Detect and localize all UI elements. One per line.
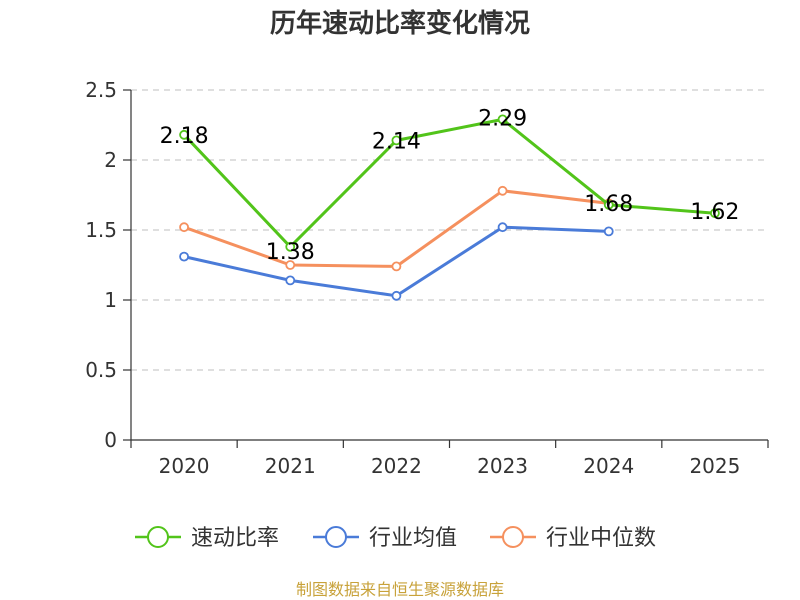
data-point <box>391 261 402 272</box>
data-labels: 2.18 1.38 2.14 2.29 1.68 1.62 <box>160 106 740 264</box>
data-point <box>391 290 402 301</box>
y-tick-label: 1 <box>104 288 117 312</box>
x-tick-label: 2025 <box>689 454 740 478</box>
chart-title: 历年速动比率变化情况 <box>270 8 530 39</box>
data-point <box>179 222 189 233</box>
series <box>179 114 720 301</box>
legend-label[interactable]: 速动比率 <box>191 526 279 551</box>
legend[interactable]: 速动比率 行业均值 行业中位数 <box>135 526 656 551</box>
data-label: 2.14 <box>372 129 421 154</box>
x-tick-label: 2024 <box>583 454 634 478</box>
data-point <box>179 251 189 262</box>
series-line-0 <box>182 117 716 249</box>
legend-label[interactable]: 行业均值 <box>369 526 457 551</box>
data-label: 1.62 <box>690 200 739 225</box>
data-point <box>710 208 720 219</box>
legend-label[interactable]: 行业中位数 <box>546 526 656 551</box>
legend-swatch-marker[interactable] <box>147 526 169 548</box>
data-label: 1.38 <box>266 240 315 265</box>
axes: 0 0.5 1 1.5 2 2.5 2020 2021 2022 2023 2024 2025 <box>85 78 769 478</box>
y-tick-label: 0.5 <box>85 358 117 382</box>
data-point <box>497 185 508 196</box>
data-label: 2.29 <box>478 106 527 131</box>
y-tick-label: 2 <box>104 148 117 172</box>
data-point <box>497 222 508 233</box>
data-point <box>603 226 614 237</box>
data-point <box>179 129 189 140</box>
y-tick-label: 2.5 <box>85 78 117 102</box>
legend-swatch-marker[interactable] <box>325 526 347 548</box>
y-tick-label: 0 <box>104 428 117 452</box>
x-tick-label: 2023 <box>477 454 528 478</box>
data-point <box>285 275 296 286</box>
data-point <box>285 260 296 270</box>
x-tick-label: 2022 <box>371 454 422 478</box>
data-label: 2.18 <box>160 124 209 149</box>
data-label: 1.68 <box>584 192 633 217</box>
source-note: 制图数据来自恒生聚源数据库 <box>296 580 504 599</box>
data-point <box>285 241 296 252</box>
legend-swatch-marker[interactable] <box>502 526 524 548</box>
data-point <box>603 199 614 210</box>
y-tick-label: 1.5 <box>85 218 117 242</box>
data-point <box>497 114 508 125</box>
data-point <box>391 135 402 146</box>
x-tick-label: 2020 <box>159 454 210 478</box>
grid <box>131 89 768 371</box>
x-tick-label: 2021 <box>265 454 316 478</box>
